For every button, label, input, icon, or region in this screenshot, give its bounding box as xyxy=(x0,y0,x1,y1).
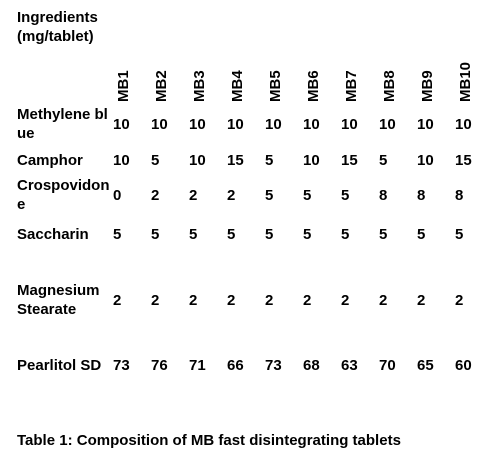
table-cell: 10 xyxy=(417,115,434,133)
batch-header-label: MB6 xyxy=(305,70,322,102)
table-cell: 2 xyxy=(189,186,198,204)
batch-header-mb9: MB9 xyxy=(417,8,455,104)
table-cell: 5 xyxy=(379,225,388,243)
table-cell: 8 xyxy=(455,186,464,204)
table-cell: 2 xyxy=(265,291,274,309)
table-cell: 10 xyxy=(151,115,168,133)
batch-header-mb3: MB3 xyxy=(189,8,227,104)
table-cell: 5 xyxy=(265,225,274,243)
batch-header-mb4: MB4 xyxy=(227,8,265,104)
table-cell: 10 xyxy=(417,151,434,169)
table-cell: 10 xyxy=(189,115,206,133)
row-label: Pearlitol SD xyxy=(17,356,102,374)
table-cell: 10 xyxy=(455,115,472,133)
batch-header-label: MB4 xyxy=(229,70,246,102)
table-cell: 5 xyxy=(303,186,312,204)
table-cell: 15 xyxy=(341,151,358,169)
table-cell: 68 xyxy=(303,356,320,374)
batch-header-label: MB1 xyxy=(115,70,132,102)
table-cell: 2 xyxy=(227,291,236,309)
batch-header-label: MB3 xyxy=(191,70,208,102)
table-cell: 5 xyxy=(265,186,274,204)
table-cell: 2 xyxy=(227,186,236,204)
table-row: Crospovidone 0 2 2 2 5 5 5 8 8 8 xyxy=(17,176,493,214)
batch-header-mb6: MB6 xyxy=(303,8,341,104)
table-cell: 8 xyxy=(417,186,426,204)
table-cell: 63 xyxy=(341,356,358,374)
table-cell: 73 xyxy=(265,356,282,374)
table-cell: 5 xyxy=(189,225,198,243)
batch-header-mb1: MB1 xyxy=(113,8,151,104)
table-cell: 5 xyxy=(341,186,350,204)
table-cell: 10 xyxy=(265,115,282,133)
table-cell: 5 xyxy=(113,225,122,243)
row-label: Crospovidone xyxy=(17,177,110,213)
table-caption: Table 1: Composition of MB fast disinteg… xyxy=(17,432,401,449)
table-cell: 2 xyxy=(341,291,350,309)
composition-table-container: Ingredients (mg/tablet) MB1 MB2 MB3 MB4 … xyxy=(17,8,493,384)
batch-header-label: MB9 xyxy=(419,70,436,102)
table-cell: 10 xyxy=(379,115,396,133)
table-cell: 5 xyxy=(379,151,388,169)
table-row: Methylene blue 10 10 10 10 10 10 10 10 1… xyxy=(17,104,493,144)
batch-header-mb8: MB8 xyxy=(379,8,417,104)
table-cell: 2 xyxy=(151,291,160,309)
table-cell: 2 xyxy=(151,186,160,204)
table-row: Magnesium Stearate 2 2 2 2 2 2 2 2 2 2 xyxy=(17,254,493,346)
table-row: Pearlitol SD 73 76 71 66 73 68 63 70 65 … xyxy=(17,346,493,384)
batch-header-label: MB5 xyxy=(267,70,284,102)
table-cell: 10 xyxy=(303,151,320,169)
batch-header-mb2: MB2 xyxy=(151,8,189,104)
table-cell: 2 xyxy=(417,291,426,309)
batch-header-label: MB7 xyxy=(343,70,360,102)
table-cell: 2 xyxy=(379,291,388,309)
ingredients-header: Ingredients (mg/tablet) xyxy=(17,9,98,45)
row-label: Methylene blue xyxy=(17,106,108,142)
table-cell: 5 xyxy=(151,151,160,169)
table-cell: 10 xyxy=(113,115,130,133)
table-cell: 2 xyxy=(113,291,122,309)
table-cell: 15 xyxy=(455,151,472,169)
table-cell: 2 xyxy=(455,291,464,309)
table-cell: 60 xyxy=(455,356,472,374)
table-cell: 10 xyxy=(113,151,130,169)
table-cell: 71 xyxy=(189,356,206,374)
row-label: Saccharin xyxy=(17,225,89,243)
batch-header-label: MB2 xyxy=(153,70,170,102)
table-cell: 5 xyxy=(455,225,464,243)
table-cell: 8 xyxy=(379,186,388,204)
table-cell: 5 xyxy=(265,151,274,169)
table-cell: 5 xyxy=(227,225,236,243)
table-row: Camphor 10 5 10 15 5 10 15 5 10 15 xyxy=(17,144,493,176)
header-row: Ingredients (mg/tablet) MB1 MB2 MB3 MB4 … xyxy=(17,8,493,104)
table-cell: 76 xyxy=(151,356,168,374)
batch-header-label: MB10 xyxy=(457,61,474,102)
table-cell: 5 xyxy=(341,225,350,243)
table-cell: 65 xyxy=(417,356,434,374)
batch-header-mb10: MB10 xyxy=(455,8,493,104)
table-row: Saccharin 5 5 5 5 5 5 5 5 5 5 xyxy=(17,214,493,254)
table-cell: 2 xyxy=(189,291,198,309)
table-cell: 5 xyxy=(303,225,312,243)
table-cell: 2 xyxy=(303,291,312,309)
table-cell: 15 xyxy=(227,151,244,169)
table-cell: 66 xyxy=(227,356,244,374)
table-cell: 10 xyxy=(341,115,358,133)
batch-header-mb5: MB5 xyxy=(265,8,303,104)
table-cell: 10 xyxy=(227,115,244,133)
composition-table: Ingredients (mg/tablet) MB1 MB2 MB3 MB4 … xyxy=(17,8,493,384)
table-cell: 5 xyxy=(417,225,426,243)
table-cell: 10 xyxy=(303,115,320,133)
table-cell: 0 xyxy=(113,186,122,204)
row-label: Camphor xyxy=(17,151,83,169)
table-cell: 5 xyxy=(151,225,160,243)
table-cell: 70 xyxy=(379,356,396,374)
batch-header-label: MB8 xyxy=(381,70,398,102)
batch-header-mb7: MB7 xyxy=(341,8,379,104)
row-label: Magnesium Stearate xyxy=(17,282,100,318)
table-cell: 73 xyxy=(113,356,130,374)
table-cell: 10 xyxy=(189,151,206,169)
